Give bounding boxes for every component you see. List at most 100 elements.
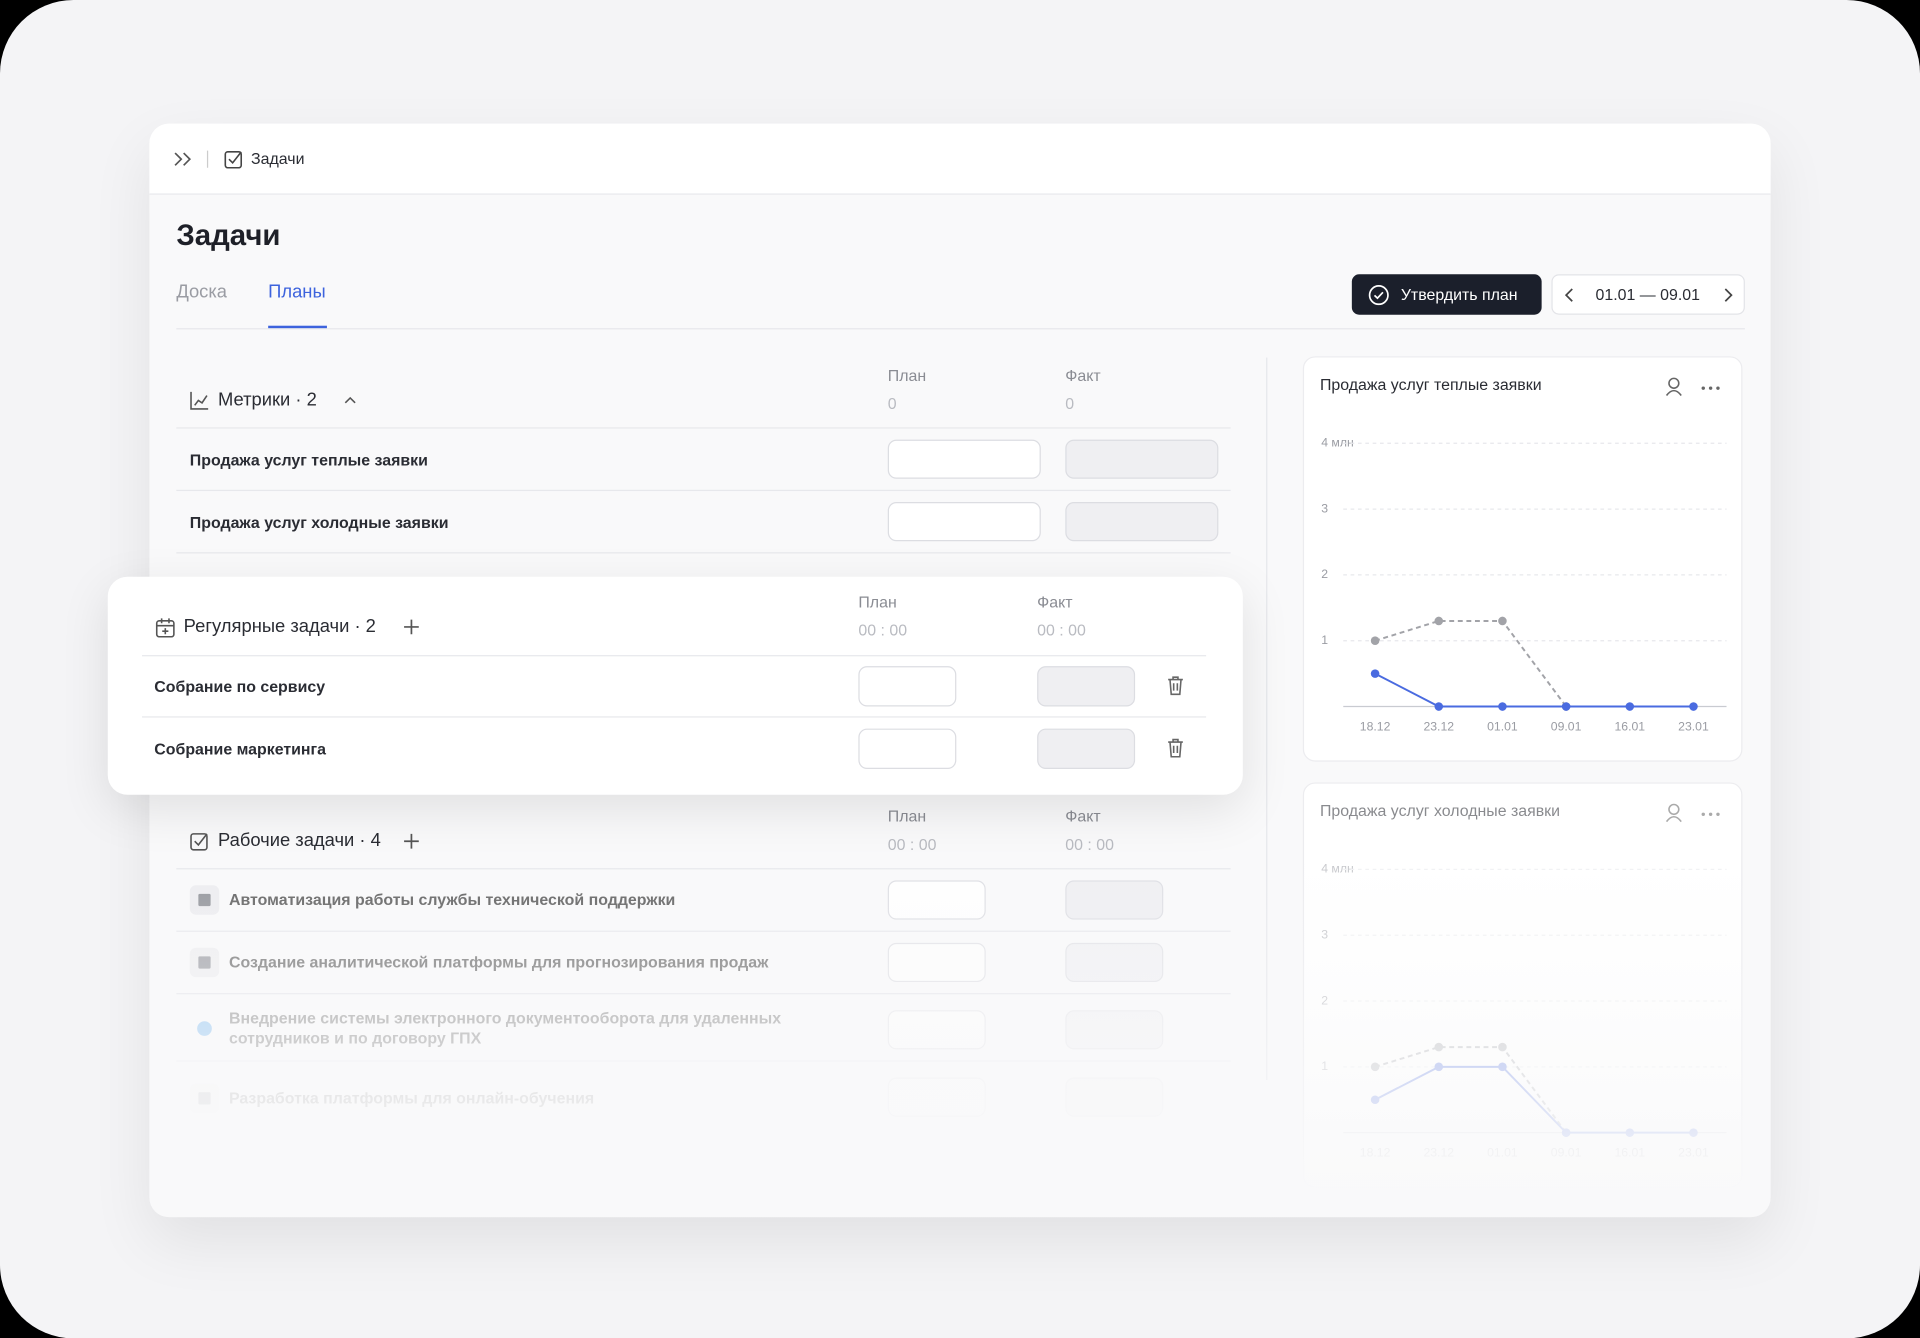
- tabs-border: [176, 328, 1745, 330]
- x-tick-label: 01.01: [1487, 720, 1518, 734]
- fact-input: [1065, 502, 1219, 542]
- data-point: [1434, 1042, 1444, 1052]
- task-name: Собрание по сервису: [154, 677, 326, 696]
- data-point: [1561, 702, 1571, 711]
- page-title: Задачи: [176, 219, 281, 253]
- y-tick-label: 2: [1321, 993, 1328, 1007]
- y-tick-label: 3: [1321, 927, 1328, 941]
- column-divider: [1266, 357, 1268, 1081]
- plan-label: План: [858, 592, 897, 612]
- approve-button[interactable]: Утвердить план: [1351, 274, 1542, 315]
- data-point: [1370, 1095, 1380, 1105]
- x-tick-label: 18.12: [1360, 720, 1391, 734]
- data-point: [1434, 616, 1444, 626]
- users-icon-body: [1665, 389, 1682, 397]
- delete-icon[interactable]: [1167, 738, 1184, 758]
- metric-name: Продажа услуг холодные заявки: [189, 513, 449, 532]
- x-tick-label: 16.01: [1614, 720, 1645, 734]
- separator: [206, 150, 209, 168]
- more-icon: [1708, 812, 1713, 817]
- add-icon[interactable]: [403, 833, 420, 850]
- line-chart: Продажа услуг холодные заявки 4 млн 3 2 1 18.…: [1320, 803, 1727, 1160]
- plan-total: 0: [887, 394, 897, 413]
- breadcrumb[interactable]: Задачи: [251, 149, 305, 168]
- fact-total: 0: [1065, 394, 1075, 413]
- date-picker[interactable]: 01.01 — 09.01: [1551, 274, 1745, 315]
- x-tick-label: 18.12: [1360, 1146, 1391, 1160]
- plan-input[interactable]: [887, 502, 1041, 542]
- series-line: [1374, 672, 1694, 708]
- x-tick-label: 09.01: [1551, 720, 1582, 734]
- add-icon[interactable]: [403, 618, 420, 635]
- data-point: [1370, 1062, 1380, 1072]
- task-name: Собрание маркетинга: [154, 739, 327, 758]
- y-tick-label: 4 млн: [1321, 435, 1354, 449]
- series-line: [1374, 1046, 1567, 1134]
- row-divider: [176, 489, 1231, 492]
- x-tick-label: 09.01: [1551, 1146, 1582, 1160]
- section-title: Метрики · 2: [217, 389, 317, 411]
- row-divider: [142, 716, 1207, 718]
- plan-input[interactable]: [858, 728, 957, 769]
- data-point: [1498, 616, 1507, 626]
- more-icon: [1701, 386, 1705, 390]
- expand-icon[interactable]: [173, 151, 193, 168]
- x-tick-label: 23.12: [1423, 720, 1454, 734]
- next-icon[interactable]: [1723, 288, 1735, 303]
- y-tick-label: 1: [1321, 633, 1328, 647]
- line-chart: Продажа услуг теплые заявки 4 млн 3 2 1 18.12…: [1320, 377, 1727, 734]
- fact-label: Факт: [1065, 806, 1101, 826]
- row-divider: [176, 427, 1231, 429]
- data-point: [1370, 669, 1380, 678]
- delete-icon[interactable]: [1167, 676, 1184, 696]
- y-tick-label: 4 млн: [1321, 862, 1354, 876]
- users-icon[interactable]: [1668, 377, 1680, 389]
- plan-input[interactable]: [858, 666, 957, 707]
- fact-total: 00 : 00: [1037, 620, 1086, 640]
- task-icon: [224, 151, 243, 169]
- y-tick-label: 1: [1321, 1059, 1328, 1073]
- plan-label: План: [887, 366, 927, 385]
- more-icon: [1716, 386, 1720, 390]
- plan-label: План: [887, 806, 927, 826]
- data-point: [1434, 1062, 1444, 1072]
- data-point: [1689, 1128, 1698, 1137]
- button-label: Утвердить план: [1400, 285, 1518, 304]
- data-point: [1370, 636, 1380, 646]
- regular-card: Регулярные задачи · 2 План 00 : 00 Факт …: [107, 576, 1243, 795]
- fact-input: [1037, 728, 1136, 769]
- more-icon: [1716, 812, 1720, 817]
- prev-icon[interactable]: [1564, 288, 1576, 303]
- chart-panel: [1302, 356, 1743, 762]
- y-tick-label: 3: [1321, 501, 1328, 515]
- top-bar: [149, 123, 1771, 195]
- data-point: [1498, 1062, 1507, 1072]
- users-icon-body: [1665, 815, 1682, 823]
- metrics-icon: [190, 391, 209, 410]
- plan-input[interactable]: [887, 439, 1041, 479]
- data-point: [1689, 702, 1698, 711]
- data-point: [1561, 1128, 1571, 1137]
- date-range: 01.01 — 09.01: [1595, 285, 1700, 304]
- plan-total: 00 : 00: [858, 620, 908, 640]
- y-tick-label: 2: [1321, 567, 1328, 581]
- fact-total: 00 : 00: [1065, 835, 1114, 854]
- data-point: [1625, 702, 1635, 711]
- tab-active[interactable]: Планы: [268, 281, 326, 303]
- calendar-icon: [155, 618, 175, 638]
- tab[interactable]: Доска: [176, 281, 228, 303]
- task-icon: [190, 833, 208, 851]
- users-icon[interactable]: [1668, 803, 1680, 816]
- metric-name: Продажа услуг теплые заявки: [189, 450, 428, 469]
- chart-title: Продажа услуг холодные заявки: [1320, 803, 1560, 820]
- x-tick-label: 23.12: [1423, 1146, 1454, 1160]
- data-point: [1498, 1042, 1507, 1052]
- section-title: Регулярные задачи · 2: [183, 615, 376, 637]
- chart-title: Продажа услуг теплые заявки: [1320, 377, 1542, 394]
- collapse-icon[interactable]: [343, 394, 358, 406]
- more-icon: [1701, 812, 1705, 817]
- x-tick-label: 23.01: [1678, 720, 1709, 734]
- data-point: [1434, 702, 1444, 711]
